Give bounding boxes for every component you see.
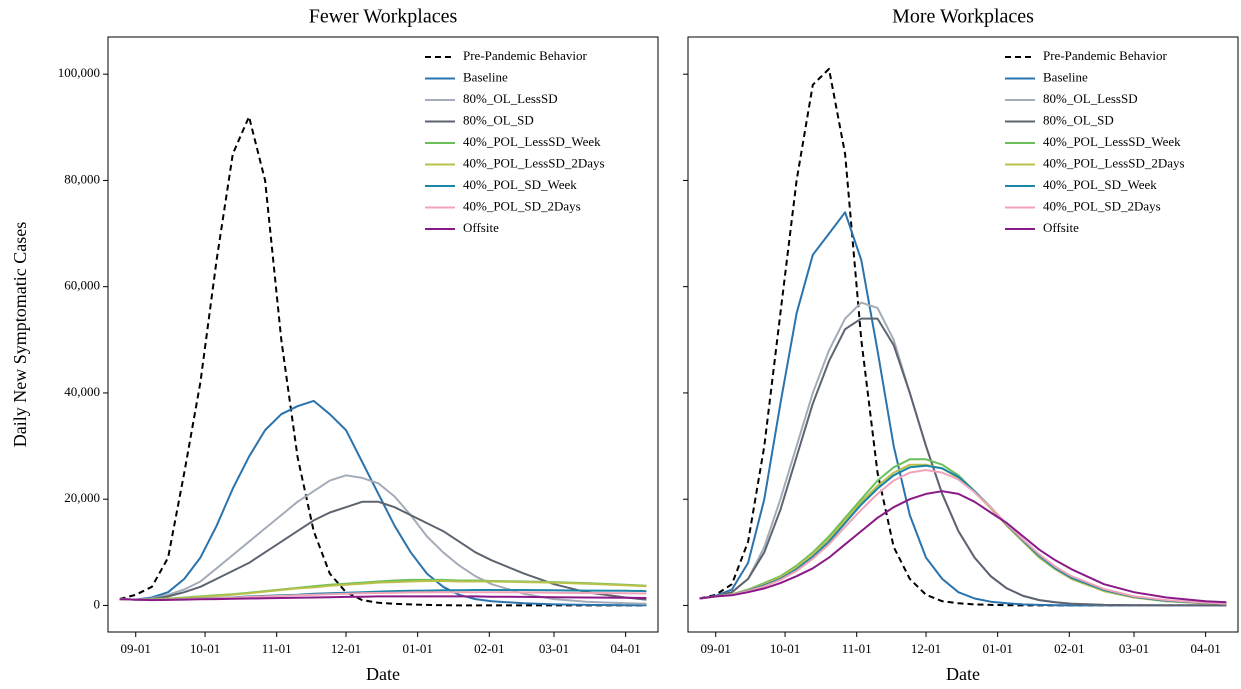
x-tick-label: 10-01	[190, 641, 220, 656]
legend-label: 80%_OL_LessSD	[463, 91, 558, 106]
x-tick-label: 09-01	[701, 641, 731, 656]
y-tick-label: 40,000	[64, 384, 100, 399]
legend-label: 40%_POL_LessSD_2Days	[463, 155, 605, 170]
x-tick-label: 04-01	[610, 641, 640, 656]
x-tick-label: 01-01	[402, 641, 432, 656]
legend-label: 40%_POL_SD_Week	[463, 177, 577, 192]
plot-frame	[107, 36, 659, 633]
legend-label: 80%_OL_SD	[1043, 112, 1114, 127]
chart-title: Fewer Workplaces	[309, 6, 458, 28]
y-tick-label: 20,000	[64, 490, 100, 505]
series-line	[119, 115, 647, 607]
x-tick-label: 02-01	[1054, 641, 1084, 656]
plot-frame	[687, 36, 1239, 633]
series-line	[119, 399, 647, 607]
series-line	[119, 500, 647, 601]
legend-label: 40%_POL_SD_Week	[1043, 177, 1157, 192]
legend-label: Pre-Pandemic Behavior	[463, 48, 587, 63]
x-axis-label: Date	[946, 664, 980, 684]
plot-area	[119, 115, 647, 607]
legend-label: Baseline	[463, 69, 508, 84]
legend-label: 40%_POL_LessSD_Week	[463, 134, 601, 149]
series-line	[699, 301, 1227, 607]
y-tick-label: 0	[94, 596, 101, 611]
legend-label: 80%_OL_LessSD	[1043, 91, 1138, 106]
series-line	[699, 490, 1227, 604]
series-line	[699, 463, 1227, 605]
series-line	[699, 469, 1227, 605]
x-tick-label: 03-01	[539, 641, 569, 656]
series-line	[119, 474, 647, 605]
series-line	[699, 317, 1227, 607]
x-tick-label: 01-01	[982, 641, 1012, 656]
legend-label: Offsite	[463, 220, 499, 235]
y-axis-label: Daily New Symptomatic Cases	[10, 222, 30, 447]
series-line	[119, 595, 647, 602]
legend-label: 40%_POL_SD_2Days	[1043, 198, 1161, 213]
x-tick-label: 04-01	[1190, 641, 1220, 656]
x-tick-label: 02-01	[474, 641, 504, 656]
series-line	[699, 67, 1227, 607]
x-tick-label: 10-01	[770, 641, 800, 656]
y-tick-label: 100,000	[58, 65, 100, 80]
x-tick-label: 09-01	[121, 641, 151, 656]
legend-label: 40%_POL_LessSD_Week	[1043, 134, 1181, 149]
x-axis-label: Date	[366, 664, 400, 684]
chart-title: More Workplaces	[892, 6, 1034, 28]
x-tick-label: 12-01	[331, 641, 361, 656]
y-tick-label: 80,000	[64, 171, 100, 186]
legend-label: Baseline	[1043, 69, 1088, 84]
legend-label: Pre-Pandemic Behavior	[1043, 48, 1167, 63]
x-tick-label: 11-01	[842, 641, 872, 656]
legend-label: 40%_POL_LessSD_2Days	[1043, 155, 1185, 170]
series-line	[119, 580, 647, 601]
legend-label: 40%_POL_SD_2Days	[463, 198, 581, 213]
x-tick-label: 11-01	[262, 641, 292, 656]
legend-label: 80%_OL_SD	[463, 112, 534, 127]
x-tick-label: 12-01	[911, 641, 941, 656]
x-tick-label: 03-01	[1119, 641, 1149, 656]
plot-area	[699, 67, 1227, 607]
y-tick-label: 60,000	[64, 278, 100, 293]
legend-label: Offsite	[1043, 220, 1079, 235]
series-line	[699, 211, 1227, 607]
